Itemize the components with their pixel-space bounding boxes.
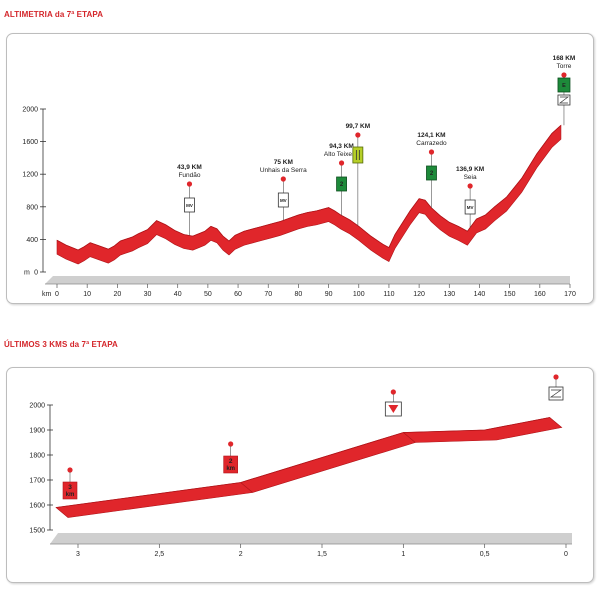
annotation-pin (355, 132, 361, 138)
annotation-km-label: 168 KM (553, 55, 576, 62)
annotation-km-label: 99,7 KM (346, 123, 371, 130)
sprint-marker-label: MV (467, 205, 474, 210)
annotation-pin (338, 160, 345, 166)
annotation-km-label: 75 KM (274, 159, 293, 166)
x-tick-label: 70 (264, 291, 272, 298)
stage-profile-line (56, 125, 562, 251)
annotation-km-label: 136,9 KM (456, 166, 484, 173)
y-tick-label: 0 (34, 270, 38, 277)
annotation-km-label: 94,3 KM (329, 143, 354, 150)
y-tick-label: 1200 (22, 172, 38, 179)
climb-special-icon (557, 77, 571, 93)
sprint-marker-label: MV (186, 203, 193, 208)
last3km-profile-panel (6, 367, 594, 583)
annotation-place-name: Seia (464, 174, 477, 181)
x-tick-label: 150 (504, 291, 516, 298)
annotation-pin (467, 183, 473, 189)
climb-cat2-icon: 2 (340, 182, 344, 188)
annotation-place-name: Torre (557, 63, 572, 70)
climb-cat2-icon: 2 (430, 171, 434, 177)
y-tick-label: 800 (26, 204, 38, 211)
x-tick-label: 110 (383, 291, 394, 298)
last3km-chart-title: ÚLTIMOS 3 KMS da 7ª ETAPA (4, 340, 118, 349)
climb-cat1-icon (352, 146, 364, 164)
x-tick-label: 50 (204, 291, 212, 298)
annotation-pin (280, 176, 286, 182)
stage-chart-title: ALTIMETRIA da 7ª ETAPA (4, 10, 104, 19)
x-tick-label: 140 (474, 291, 486, 298)
x-tick-label: 0 (55, 291, 59, 298)
x-tick-label: 80 (295, 291, 303, 298)
road-strip (45, 276, 570, 284)
annotation-place-name: Fundão (178, 172, 200, 179)
y-tick-label: 400 (26, 237, 38, 244)
y-tick-label: 1600 (22, 139, 38, 146)
annotation-km-label: 124,1 KM (417, 132, 445, 139)
x-axis-label: km (42, 291, 52, 298)
annotation-place-name: Alto Teixeira (324, 151, 360, 158)
x-tick-label: 60 (234, 291, 242, 298)
y-tick-label: 2000 (22, 107, 38, 114)
annotation-place-name: Unhais da Serra (260, 167, 307, 174)
x-tick-label: 90 (325, 291, 333, 298)
x-tick-label: 20 (113, 291, 121, 298)
x-tick-label: 170 (564, 291, 576, 298)
x-tick-label: 120 (413, 291, 425, 298)
x-tick-label: 100 (353, 291, 365, 298)
annotation-pin (186, 181, 193, 187)
climb-cat2-icon (336, 176, 347, 192)
climb-special-icon: E (562, 83, 566, 89)
annotation-place-name: Carrazedo (416, 140, 447, 147)
annotation-km-label: 43,9 KM (177, 164, 202, 171)
x-tick-label: 130 (443, 291, 455, 298)
climb-cat2-icon (426, 165, 437, 181)
y-axis-label: m (24, 270, 30, 277)
annotation-pin (428, 149, 435, 155)
sprint-marker-label: MV (280, 198, 287, 203)
x-tick-label: 160 (534, 291, 546, 298)
sprint-marker (464, 199, 476, 215)
sprint-marker (184, 197, 195, 213)
finish-flag-icon (558, 96, 570, 104)
x-tick-label: 30 (144, 291, 152, 298)
x-tick-label: 10 (83, 291, 91, 298)
stage-profile-ribbon (56, 124, 562, 265)
x-tick-label: 40 (174, 291, 182, 298)
sprint-marker (277, 192, 289, 208)
annotation-pin (561, 72, 567, 78)
